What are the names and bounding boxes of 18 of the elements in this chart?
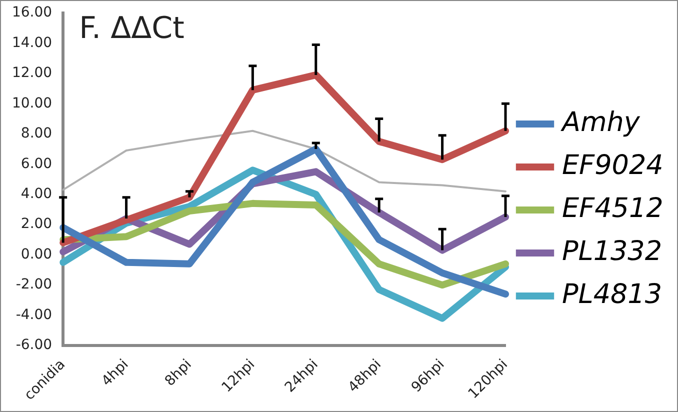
y-tick-label: 2.00: [20, 216, 52, 232]
legend-label: PL4813: [562, 279, 662, 310]
y-tick-label: -4.00: [16, 306, 52, 323]
legend-label: EF4512: [562, 193, 664, 224]
y-tick-label: 4.00: [20, 186, 52, 202]
y-tick-label: 0.00: [20, 246, 52, 262]
y-tick-label: 6.00: [20, 156, 52, 172]
legend-label: Amhy: [560, 107, 641, 138]
chart-title: F. ΔΔCt: [79, 10, 185, 46]
y-tick-label: 12.00: [12, 65, 52, 82]
y-tick-label: -2.00: [16, 276, 52, 293]
y-tick-label: -6.00: [16, 337, 52, 354]
y-tick-label: 10.00: [12, 95, 52, 112]
legend-label: PL1332: [562, 236, 662, 268]
y-tick-label: 8.00: [20, 126, 52, 142]
y-tick-label: 16.00: [12, 4, 52, 21]
y-tick-label: 14.00: [12, 34, 52, 51]
legend-label: EF9024: [562, 150, 664, 182]
